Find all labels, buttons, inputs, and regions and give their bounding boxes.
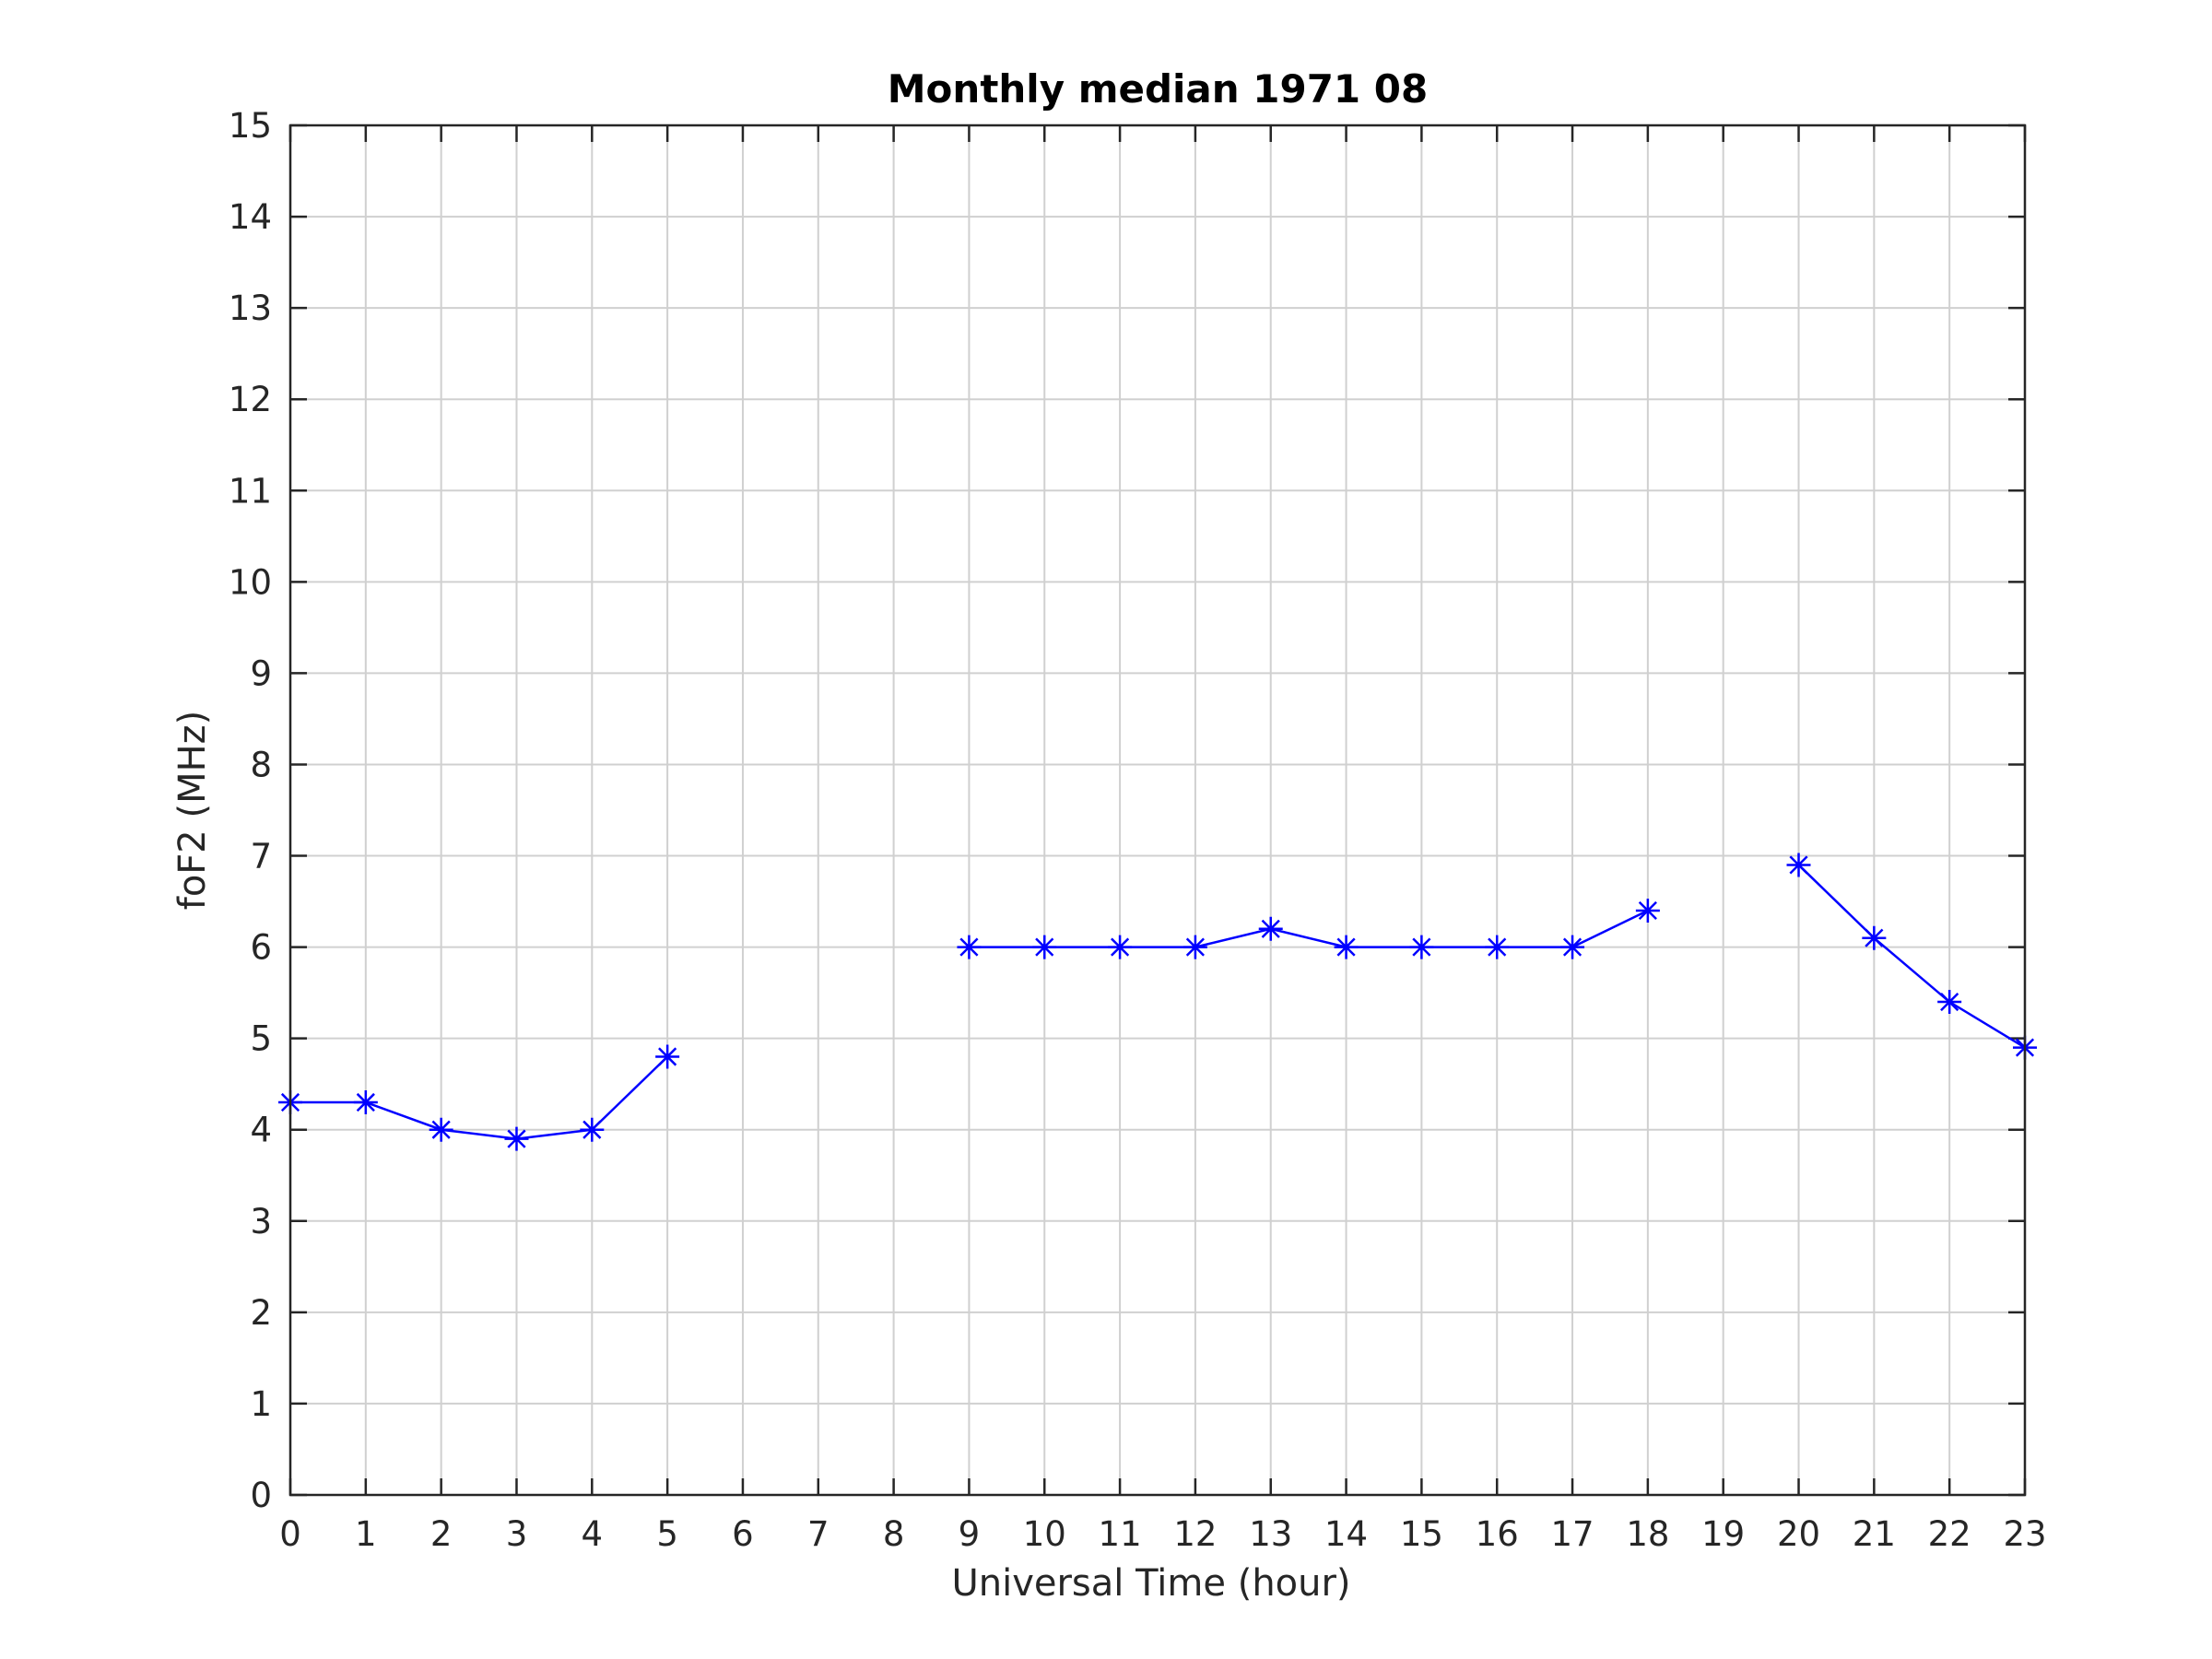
x-tick-label: 19 <box>1701 1514 1745 1554</box>
data-point-marker <box>504 1126 529 1151</box>
x-tick-label: 17 <box>1550 1514 1594 1554</box>
y-tick-label: 1 <box>250 1384 272 1424</box>
y-tick-label: 6 <box>250 928 272 968</box>
grid-layer <box>289 124 2026 1496</box>
data-point-marker <box>1409 935 1434 959</box>
data-point-marker <box>1182 935 1207 959</box>
x-tick-label: 23 <box>2003 1514 2046 1554</box>
x-tick-label: 12 <box>1173 1514 1217 1554</box>
y-tick-label: 9 <box>250 653 272 693</box>
tick-label-layer: 0 1 2 3 4 5 6 7 8 9 10 11 12 13 14 15 16 17 18 19 20 21 22 2301… <box>229 106 2047 1554</box>
chart-title: Monthly median 1971 08 <box>888 66 1428 112</box>
y-tick-label: 13 <box>229 288 272 328</box>
data-point-marker <box>1108 935 1133 959</box>
series-line-segment <box>969 909 1649 948</box>
tick-layer <box>288 124 2027 1497</box>
x-axis-label: Universal Time (hour) <box>951 1562 1350 1605</box>
y-tick-label: 7 <box>250 837 272 877</box>
y-tick-label: 11 <box>229 471 272 511</box>
data-point-marker <box>1485 935 1510 959</box>
x-tick-label: 4 <box>582 1514 604 1554</box>
data-point-marker <box>580 1117 605 1142</box>
data-point-marker <box>655 1044 680 1069</box>
y-tick-label: 5 <box>250 1019 272 1059</box>
x-tick-label: 18 <box>1626 1514 1669 1554</box>
x-tick-label: 14 <box>1324 1514 1368 1554</box>
data-point-marker <box>957 935 982 959</box>
series-layer <box>278 853 2037 1151</box>
data-point-marker <box>1937 990 1962 1015</box>
y-tick-label: 4 <box>250 1111 272 1150</box>
x-tick-label: 9 <box>959 1514 981 1554</box>
y-tick-label: 0 <box>250 1476 272 1515</box>
data-point-marker <box>1334 935 1359 959</box>
x-tick-label: 22 <box>1928 1514 1971 1554</box>
y-tick-label: 12 <box>229 380 272 419</box>
data-point-marker <box>353 1090 378 1115</box>
y-tick-label: 2 <box>250 1293 272 1333</box>
plot-frame <box>288 124 2027 1497</box>
x-tick-label: 5 <box>656 1514 678 1554</box>
y-axis-label: foF2 (MHz) <box>171 711 214 911</box>
series-line-segment <box>290 1055 668 1140</box>
x-tick-label: 16 <box>1476 1514 1519 1554</box>
y-tick-label: 10 <box>229 562 272 602</box>
data-point-marker <box>1032 935 1057 959</box>
y-tick-label: 14 <box>229 197 272 237</box>
data-point-marker <box>429 1117 453 1142</box>
x-tick-label: 2 <box>430 1514 453 1554</box>
x-tick-label: 20 <box>1777 1514 1820 1554</box>
x-tick-label: 11 <box>1099 1514 1142 1554</box>
y-tick-label: 8 <box>250 745 272 784</box>
data-point-marker <box>1258 916 1283 941</box>
x-tick-label: 7 <box>807 1514 830 1554</box>
x-tick-label: 15 <box>1400 1514 1443 1554</box>
data-point-marker <box>1635 898 1660 923</box>
x-tick-label: 10 <box>1023 1514 1066 1554</box>
x-tick-label: 21 <box>1853 1514 1896 1554</box>
x-tick-label: 13 <box>1249 1514 1292 1554</box>
x-tick-label: 6 <box>732 1514 754 1554</box>
x-tick-label: 1 <box>355 1514 377 1554</box>
y-tick-label: 3 <box>250 1202 272 1241</box>
data-point-marker <box>1862 925 1887 950</box>
plot-area <box>290 125 2025 1495</box>
data-point-marker <box>1560 935 1585 959</box>
x-tick-label: 0 <box>279 1514 301 1554</box>
x-tick-label: 8 <box>883 1514 905 1554</box>
y-tick-label: 15 <box>229 106 272 146</box>
data-point-marker <box>1786 853 1811 877</box>
x-tick-label: 3 <box>506 1514 528 1554</box>
series-line-segment <box>1797 864 2026 1049</box>
